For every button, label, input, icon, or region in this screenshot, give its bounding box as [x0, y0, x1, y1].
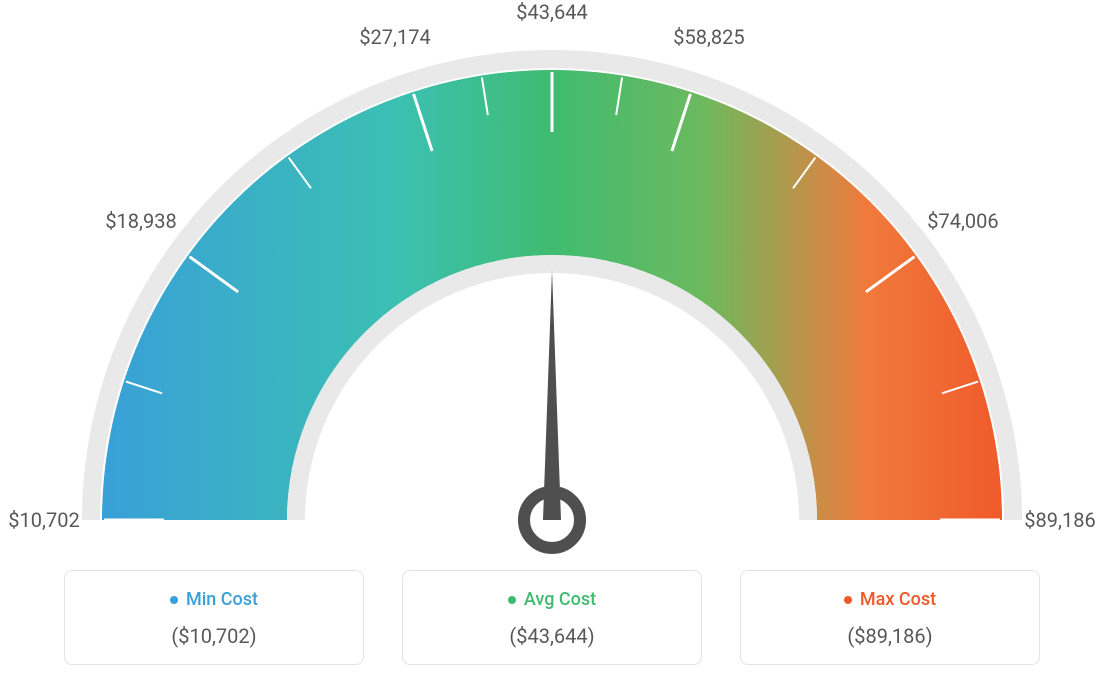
legend-label: Avg Cost — [524, 589, 596, 610]
gauge-scale-label: $74,006 — [927, 209, 998, 233]
legend-value: ($43,644) — [413, 624, 691, 648]
legend-value: ($89,186) — [751, 624, 1029, 648]
gauge-scale-label: $43,644 — [516, 0, 587, 24]
legend-label: Max Cost — [860, 589, 936, 610]
legend-label: Min Cost — [186, 589, 258, 610]
legend-title-min: Min Cost — [170, 589, 258, 610]
dot-icon — [170, 596, 178, 604]
legend-title-avg: Avg Cost — [508, 589, 596, 610]
cost-gauge: $10,702 $18,938 $27,174 $43,644 $58,825 $74,0… — [0, 0, 1104, 560]
gauge-scale-label: $18,938 — [105, 209, 176, 233]
legend-row: Min Cost ($10,702) Avg Cost ($43,644) Ma… — [0, 570, 1104, 666]
gauge-scale-label: $10,702 — [8, 508, 79, 532]
legend-card-min: Min Cost ($10,702) — [64, 570, 364, 666]
legend-value: ($10,702) — [75, 624, 353, 648]
gauge-scale-label: $58,825 — [673, 25, 744, 49]
gauge-scale-label: $27,174 — [359, 25, 430, 49]
legend-card-avg: Avg Cost ($43,644) — [402, 570, 702, 666]
dot-icon — [508, 596, 516, 604]
legend-title-max: Max Cost — [844, 589, 936, 610]
legend-card-max: Max Cost ($89,186) — [740, 570, 1040, 666]
gauge-scale-label: $89,186 — [1024, 508, 1095, 532]
dot-icon — [844, 596, 852, 604]
gauge-svg — [0, 0, 1104, 560]
